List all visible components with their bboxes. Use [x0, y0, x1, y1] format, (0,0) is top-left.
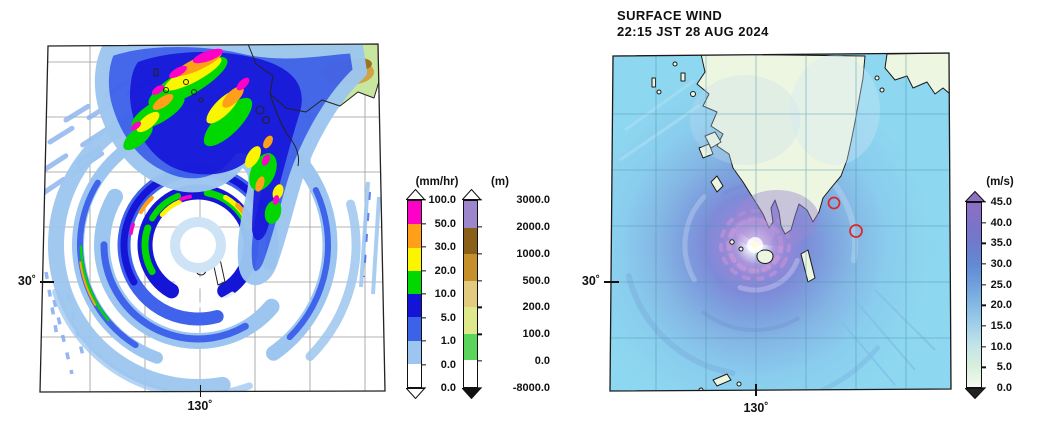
precipitation-map-canvas	[39, 43, 386, 393]
wind-eye-core	[747, 237, 763, 253]
precip-colorbar-down-arrow	[406, 388, 425, 399]
title-line-1: SURFACE WIND	[617, 8, 723, 23]
precip-colorbar-tickmarks	[407, 199, 426, 389]
surface-wind-map	[605, 50, 955, 395]
left-map-lon-label: 130˚	[187, 399, 213, 413]
precip-colorbar-ticklabels: 100.0 50.0 30.0 20.0 10.0 5.0 1.0 0.0 0.0	[428, 194, 456, 394]
terrain-colorbar-ticklabels: 3000.0 2000.0 1000.0 500.0 200.0 100.0 0.0 -800…	[512, 194, 550, 394]
terrain-colorbar-tickmarks	[463, 199, 482, 389]
terrain-colorbar-unit: (m)	[491, 176, 509, 188]
precip-colorbar-unit: (mm/hr)	[415, 176, 459, 188]
station-marker-circle	[849, 224, 863, 238]
station-marker-circle	[827, 196, 841, 210]
surface-wind-title: SURFACE WIND 22:15 JST 28 AUG 2024	[617, 8, 769, 40]
right-map-lat-label: 30˚	[581, 274, 600, 288]
left-map-lat-tick	[40, 281, 54, 283]
typhoon-eye	[170, 217, 226, 273]
wind-colorbar-unit: (m/s)	[986, 176, 1014, 188]
right-map-border	[609, 52, 952, 392]
right-map-gridlines	[610, 53, 951, 391]
right-map-lat-tick	[604, 281, 619, 283]
surface-wind-map-canvas	[609, 52, 952, 392]
terrain-colorbar-scale	[463, 200, 478, 388]
wind-colorbar-scale	[966, 202, 982, 388]
wind-colorbar-down-arrow	[965, 388, 985, 399]
precip-colorbar-up-arrow	[406, 189, 425, 200]
precip-colorbar: (mm/hr) 100.0 50.0 30.0 20.0 10.0 5.0 1.0 0.0 0.…	[406, 176, 468, 411]
east-rainband-streaks	[359, 181, 381, 295]
wind-colorbar-tickmarks	[966, 201, 986, 389]
sw-rain-speckles	[44, 271, 86, 375]
terrain-colorbar-up-arrow	[462, 189, 481, 200]
wind-streaks	[619, 78, 936, 386]
terrain-colorbar-down-arrow	[462, 388, 481, 399]
right-map-lon-label: 130˚	[743, 401, 769, 415]
precipitation-map	[38, 42, 388, 395]
station-markers	[827, 196, 863, 238]
right-map-lon-tick	[755, 384, 757, 396]
wind-colorbar-ticklabels: 45.0 40.0 35.0 30.0 25.0 20.0 15.0 10.0 5.0 0.0	[990, 196, 1012, 394]
title-line-2: 22:15 JST 28 AUG 2024	[617, 24, 769, 39]
wind-colorbar-up-arrow	[965, 191, 985, 202]
left-map-lat-label: 30˚	[17, 274, 36, 288]
terrain-colorbar: (m) 3000.0 2000.0 1000.0 500.0 200.0 100.0 0.0…	[462, 176, 552, 411]
left-map-border	[39, 43, 386, 393]
precip-colorbar-scale	[407, 200, 422, 388]
left-map-lon-tick	[199, 385, 201, 397]
wind-colorbar: (m/s) 45.0 40.0 35.0 30.0 25.0 20.0 15.0 10.0 5.…	[965, 176, 1035, 411]
